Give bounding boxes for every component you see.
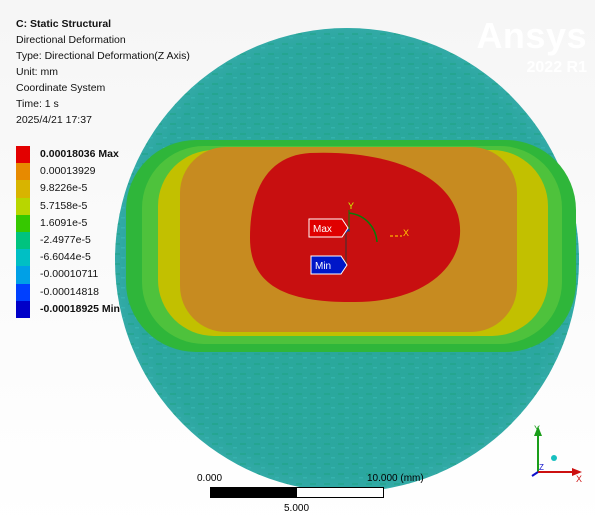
- analysis-title: C: Static Structural: [16, 18, 112, 30]
- brand-version: 2022 R1: [526, 59, 588, 76]
- scale-left-label: 0.000: [197, 473, 223, 484]
- scale-bar: 0.000 10.000 (mm) 5.000: [195, 473, 424, 523]
- result-unit: Unit: mm: [16, 66, 58, 78]
- local-y-label: Y: [348, 201, 354, 211]
- legend-swatch: [16, 249, 30, 267]
- ansys-logo: Ansys 2022 R1: [476, 16, 587, 78]
- legend-label: -0.00018925 Min: [40, 302, 120, 315]
- contour-band-red: [250, 152, 461, 303]
- legend-label: -2.4977e-5: [40, 233, 91, 246]
- legend-swatch: [16, 146, 30, 164]
- legend-swatch: [16, 163, 30, 181]
- legend-label: 0.00018036 Max: [40, 148, 119, 160]
- triad-z-label: Z: [539, 463, 544, 472]
- result-info-block: C: Static Structural Directional Deforma…: [16, 16, 190, 128]
- scale-right-label: 10.000 (mm): [367, 473, 424, 484]
- legend-swatch: [16, 197, 30, 215]
- legend-label: 5.7158e-5: [40, 199, 88, 212]
- min-probe-label: Min: [315, 261, 331, 272]
- result-name: Directional Deformation: [16, 34, 126, 46]
- max-probe-tag[interactable]: Max: [308, 218, 349, 238]
- min-probe-tag[interactable]: Min: [310, 255, 348, 275]
- result-type: Type: Directional Deformation(Z Axis): [16, 50, 190, 62]
- legend-label: 0.00013929: [40, 165, 96, 178]
- legend-label: -0.00010711: [40, 268, 99, 281]
- legend-swatch: [16, 214, 30, 232]
- legend-swatch: [16, 300, 30, 318]
- scale-mid-label: 5.000: [284, 503, 310, 514]
- legend-swatch: [16, 283, 30, 301]
- local-x-label: X: [403, 228, 409, 238]
- legend-label: 9.8226e-5: [40, 182, 88, 195]
- legend-label: -6.6044e-5: [40, 251, 91, 264]
- triad-y-label: Y: [534, 424, 540, 434]
- coordinate-system: Coordinate System: [16, 82, 106, 94]
- result-date: 2025/4/21 17:37: [16, 114, 92, 126]
- scale-bar-graphic: [210, 487, 384, 498]
- triad-x-label: X: [576, 474, 582, 484]
- result-time: Time: 1 s: [16, 98, 59, 110]
- legend-swatch: [16, 231, 30, 250]
- legend-swatch: [16, 266, 30, 284]
- brand-name: Ansys: [476, 15, 587, 56]
- global-triad[interactable]: Y X Z: [518, 420, 588, 484]
- legend-label: 1.6091e-5: [40, 216, 88, 229]
- legend-swatch: [16, 180, 30, 198]
- max-probe-label: Max: [313, 224, 332, 235]
- legend-label: -0.00014818: [40, 285, 99, 298]
